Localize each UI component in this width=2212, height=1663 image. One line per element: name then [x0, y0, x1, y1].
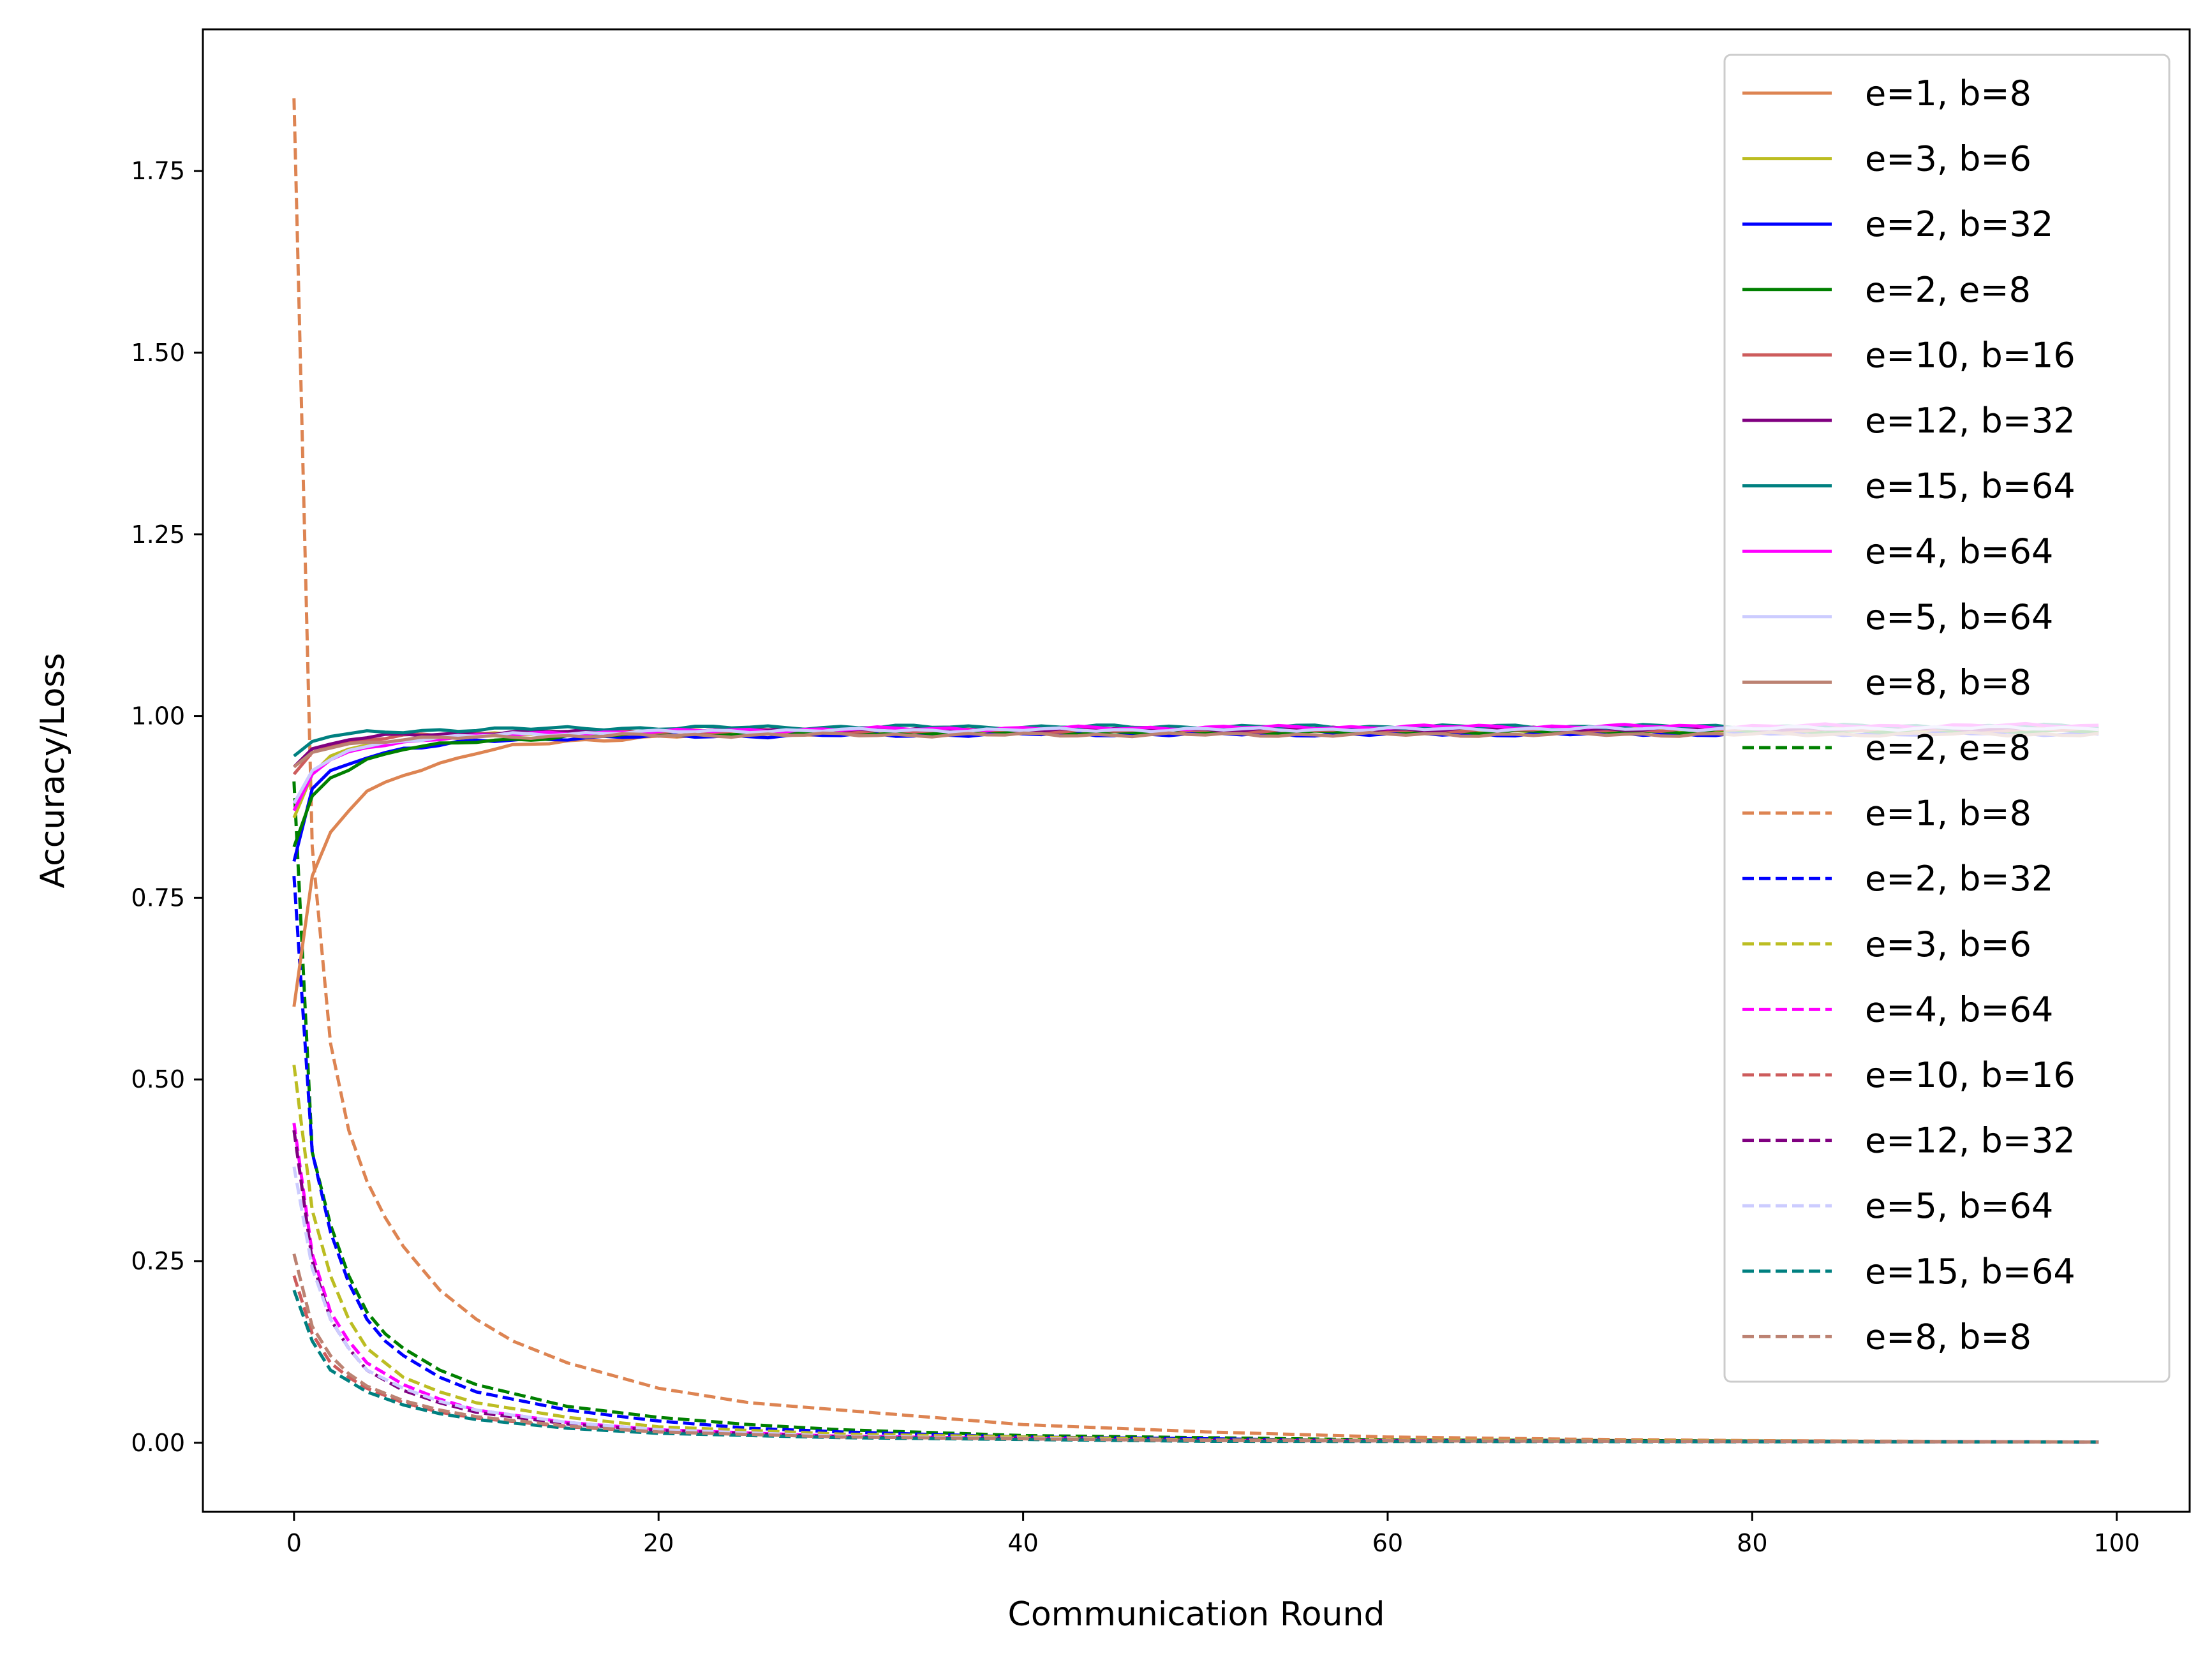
y-tick-label: 0.00 [131, 1429, 185, 1457]
legend-label: e=12, b=32 [1865, 1121, 2075, 1161]
legend-label: e=3, b=6 [1865, 924, 2031, 965]
x-tick-label: 40 [1007, 1529, 1038, 1557]
legend-label: e=8, b=8 [1865, 662, 2031, 702]
y-axis-label: Accuracy/Loss [34, 653, 72, 889]
legend-label: e=10, b=16 [1865, 1055, 2075, 1095]
y-tick-label: 0.25 [131, 1247, 185, 1275]
legend-label: e=3, b=6 [1865, 139, 2031, 179]
legend-label: e=15, b=64 [1865, 1252, 2075, 1292]
x-tick-label: 80 [1737, 1529, 1767, 1557]
y-tick-label: 1.25 [131, 521, 185, 549]
legend-label: e=10, b=16 [1865, 335, 2075, 375]
y-axis: 0.00 0.25 0.50 0.75 1.00 1.25 1.50 1.75 [131, 157, 203, 1457]
legend-label: e=2, b=32 [1865, 204, 2053, 244]
x-tick-label: 20 [643, 1529, 674, 1557]
legend-label: e=1, b=8 [1865, 794, 2031, 834]
x-tick-label: 0 [286, 1529, 302, 1557]
legend-label: e=2, e=8 [1865, 270, 2031, 310]
legend-label: e=8, b=8 [1865, 1317, 2031, 1357]
legend-label: e=2, e=8 [1865, 728, 2031, 768]
x-tick-label: 60 [1372, 1529, 1403, 1557]
legend: e=1, b=8 e=3, b=6 e=2, b=32 e=2, e=8 e=10, b… [1723, 54, 2171, 1383]
y-tick-label: 1.75 [131, 157, 185, 185]
legend-label: e=2, b=32 [1865, 859, 2053, 899]
legend-label: e=12, b=32 [1865, 401, 2075, 441]
plot-frame [202, 28, 2191, 1513]
x-axis: 0 20 40 60 80 100 [286, 1512, 2140, 1557]
y-tick-label: 0.75 [131, 883, 185, 912]
legend-label: e=4, b=64 [1865, 531, 2053, 572]
legend-label: e=5, b=64 [1865, 597, 2053, 637]
legend-label: e=15, b=64 [1865, 466, 2075, 506]
legend-label: e=1, b=8 [1865, 73, 2031, 114]
y-tick-label: 1.50 [131, 339, 185, 367]
x-axis-label: Communication Round [1008, 1595, 1385, 1634]
series-line-loss-19 [292, 1253, 2099, 1444]
y-tick-label: 0.50 [131, 1065, 185, 1093]
y-tick-label: 1.00 [131, 702, 185, 730]
x-tick-label: 100 [2093, 1529, 2140, 1557]
legend-label: e=4, b=64 [1865, 989, 2053, 1030]
legend-box [1723, 54, 2171, 1383]
legend-label: e=5, b=64 [1865, 1186, 2053, 1226]
